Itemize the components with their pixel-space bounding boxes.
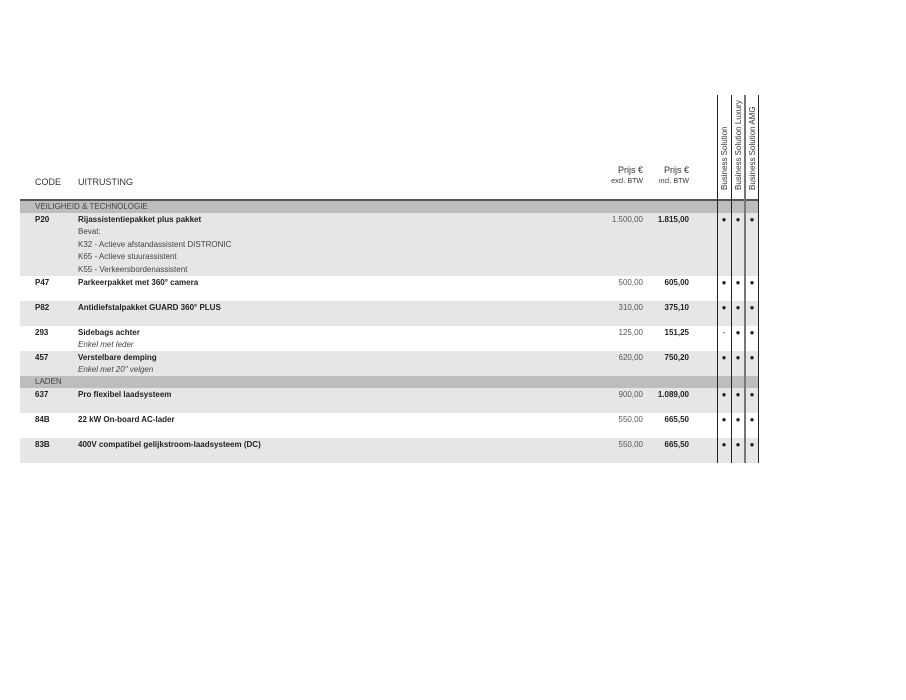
equipment-name: Antidiefstalpakket GUARD 360° PLUS: [78, 303, 221, 312]
price-incl: 151,25: [664, 328, 689, 337]
equipment-code: P20: [35, 215, 50, 224]
section-title: VEILIGHEID & TECHNOLOGIE: [35, 202, 148, 211]
header-rule: [20, 199, 758, 201]
header-price-incl: Prijs €: [663, 165, 689, 175]
availability-mark: ●: [721, 278, 727, 287]
price-incl: 750,20: [664, 353, 689, 362]
price-excl: 620,00: [618, 353, 643, 362]
availability-mark: ●: [735, 353, 741, 362]
equipment-name: 22 kW On-board AC-lader: [78, 415, 175, 424]
availability-mark: ●: [721, 215, 727, 224]
equipment-code: 83B: [35, 440, 50, 449]
equipment-name: Verstelbare demping: [78, 353, 157, 362]
availability-mark: ●: [735, 278, 741, 287]
table-row: 637 Pro flexibel laadsysteem 900,00 1.08…: [20, 388, 758, 413]
price-incl: 1.089,00: [657, 390, 689, 399]
price-excl: 310,00: [618, 303, 643, 312]
equipment-detail: K55 - Verkeersbordenassistent: [78, 264, 188, 274]
column-divider: [717, 95, 718, 463]
equipment-code: 457: [35, 353, 49, 362]
price-incl: 665,50: [664, 440, 689, 449]
column-divider: [731, 95, 732, 463]
table-row: P47 Parkeerpakket met 360° camera 500,00…: [20, 276, 758, 301]
table-row: 293 Sidebags achter 125,00 151,25 Enkel m…: [20, 326, 758, 351]
header-equipment: UITRUSTING: [78, 177, 133, 187]
availability-mark: ●: [721, 390, 727, 399]
price-excl: 500,00: [618, 278, 643, 287]
availability-mark: ●: [749, 328, 755, 337]
header-price-incl-sub: incl. BTW: [659, 178, 689, 185]
table-row: 83B 400V compatibel gelijkstroom-laadsys…: [20, 438, 758, 463]
equipment-detail: Enkel met leder: [78, 340, 134, 349]
price-incl: 375,10: [664, 303, 689, 312]
equipment-name: Rijassistentiepakket plus pakket: [78, 215, 202, 224]
availability-mark: ●: [749, 303, 755, 312]
price-incl: 1.815,00: [657, 215, 689, 224]
price-excl: 125,00: [618, 328, 643, 337]
variant-header-3: Business Solution AMG: [748, 106, 757, 190]
availability-mark: ●: [749, 415, 755, 424]
section-header: VEILIGHEID & TECHNOLOGIE: [20, 201, 758, 213]
table-row: P20 Rijassistentiepakket plus pakket 1.5…: [20, 213, 758, 276]
equipment-code: 637: [35, 390, 49, 399]
availability-mark: ●: [735, 415, 741, 424]
equipment-code: P82: [35, 303, 50, 312]
equipment-detail: Bevat:: [78, 227, 101, 236]
table-row: 457 Verstelbare demping 620,00 750,20 Enk…: [20, 351, 758, 376]
availability-mark: ●: [749, 440, 755, 449]
availability-mark: ●: [735, 440, 741, 449]
availability-mark: ●: [735, 390, 741, 399]
equipment-detail: K32 - Actieve afstandassistent DISTRONIC: [78, 239, 232, 249]
availability-mark: ●: [721, 303, 727, 312]
availability-mark: ●: [735, 303, 741, 312]
equipment-name: 400V compatibel gelijkstroom-laadsysteem…: [78, 440, 261, 449]
variant-header-1: Business Solution: [720, 126, 729, 190]
price-incl: 665,50: [664, 415, 689, 424]
price-excl: 900,00: [618, 390, 643, 399]
equipment-code: P47: [35, 278, 50, 287]
equipment-detail: Enkel met 20" velgen: [78, 365, 154, 374]
column-divider: [758, 95, 759, 463]
equipment-name: Pro flexibel laadsysteem: [78, 390, 172, 399]
section-title: LADEN: [35, 377, 62, 386]
availability-mark: ●: [721, 353, 727, 362]
availability-mark: ●: [749, 390, 755, 399]
equipment-name: Sidebags achter: [78, 328, 140, 337]
header-price-excl: Prijs €: [617, 165, 643, 175]
table-row: P82 Antidiefstalpakket GUARD 360° PLUS 3…: [20, 301, 758, 326]
availability-mark: -: [722, 328, 726, 337]
availability-mark: ●: [749, 215, 755, 224]
availability-mark: ●: [735, 215, 741, 224]
availability-mark: ●: [735, 328, 741, 337]
equipment-name: Parkeerpakket met 360° camera: [78, 278, 199, 287]
price-incl: 605,00: [664, 278, 689, 287]
price-excl: 550,00: [618, 440, 643, 449]
equipment-code: 84B: [35, 415, 50, 424]
column-divider: [744, 95, 746, 463]
equipment-code: 293: [35, 328, 49, 337]
section-header: LADEN: [20, 376, 758, 388]
equipment-detail: K65 - Actieve stuurassistent: [78, 252, 177, 261]
price-excl: 550,00: [618, 415, 643, 424]
availability-mark: ●: [749, 278, 755, 287]
header-price-excl-sub: excl. BTW: [611, 178, 643, 185]
table-row: 84B 22 kW On-board AC-lader 550,00 665,5…: [20, 413, 758, 438]
availability-mark: ●: [721, 415, 727, 424]
variant-header-2: Business Solution Luxury: [734, 100, 743, 190]
availability-mark: ●: [749, 353, 755, 362]
header-code: CODE: [35, 177, 62, 187]
price-excl: 1.500,00: [611, 215, 643, 224]
availability-mark: ●: [721, 440, 727, 449]
